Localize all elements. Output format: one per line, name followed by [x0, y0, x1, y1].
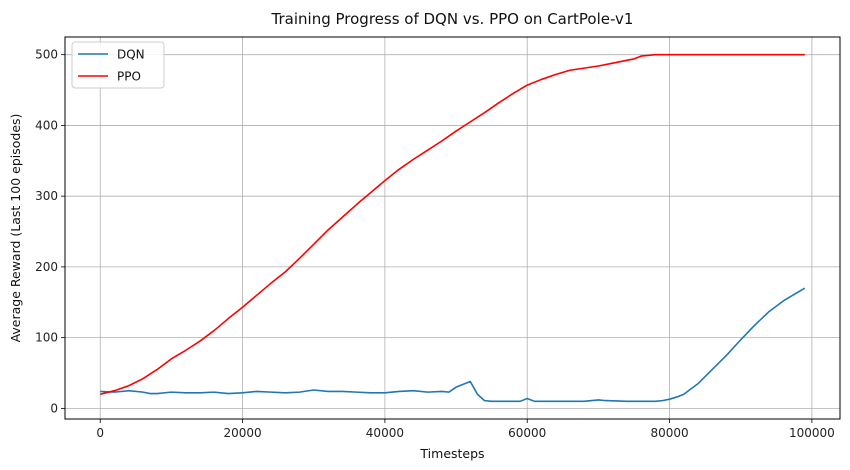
- legend-label-dqn: DQN: [117, 48, 145, 62]
- y-tick-label: 300: [35, 189, 58, 203]
- y-tick-label: 0: [50, 401, 58, 415]
- y-axis-label: Average Reward (Last 100 episodes): [8, 114, 23, 343]
- y-tick-label: 500: [35, 48, 58, 62]
- x-tick-label: 20000: [223, 426, 261, 440]
- legend-label-ppo: PPO: [117, 70, 141, 84]
- axis-ticks: 0 20000 40000 60000 80000 100000 0 100 200 300 400…: [35, 48, 835, 440]
- plot-area-frame: [64, 36, 841, 420]
- legend: DQN PPO: [71, 41, 165, 89]
- series-layer: [100, 53, 806, 403]
- chart-title: Training Progress of DQN vs. PPO on Cart…: [271, 10, 634, 28]
- x-axis-label: Timesteps: [419, 446, 484, 461]
- x-tick-label: 100000: [789, 426, 835, 440]
- x-tick-label: 0: [96, 426, 104, 440]
- x-tick-label: 40000: [366, 426, 404, 440]
- x-tick-label: 60000: [508, 426, 546, 440]
- series-line-ppo: [100, 53, 805, 396]
- grid: [65, 37, 840, 419]
- y-tick-label: 100: [35, 331, 58, 345]
- x-tick-label: 80000: [650, 426, 688, 440]
- series-line-dqn: [100, 287, 806, 403]
- y-tick-label: 400: [35, 118, 58, 132]
- y-tick-label: 200: [35, 260, 58, 274]
